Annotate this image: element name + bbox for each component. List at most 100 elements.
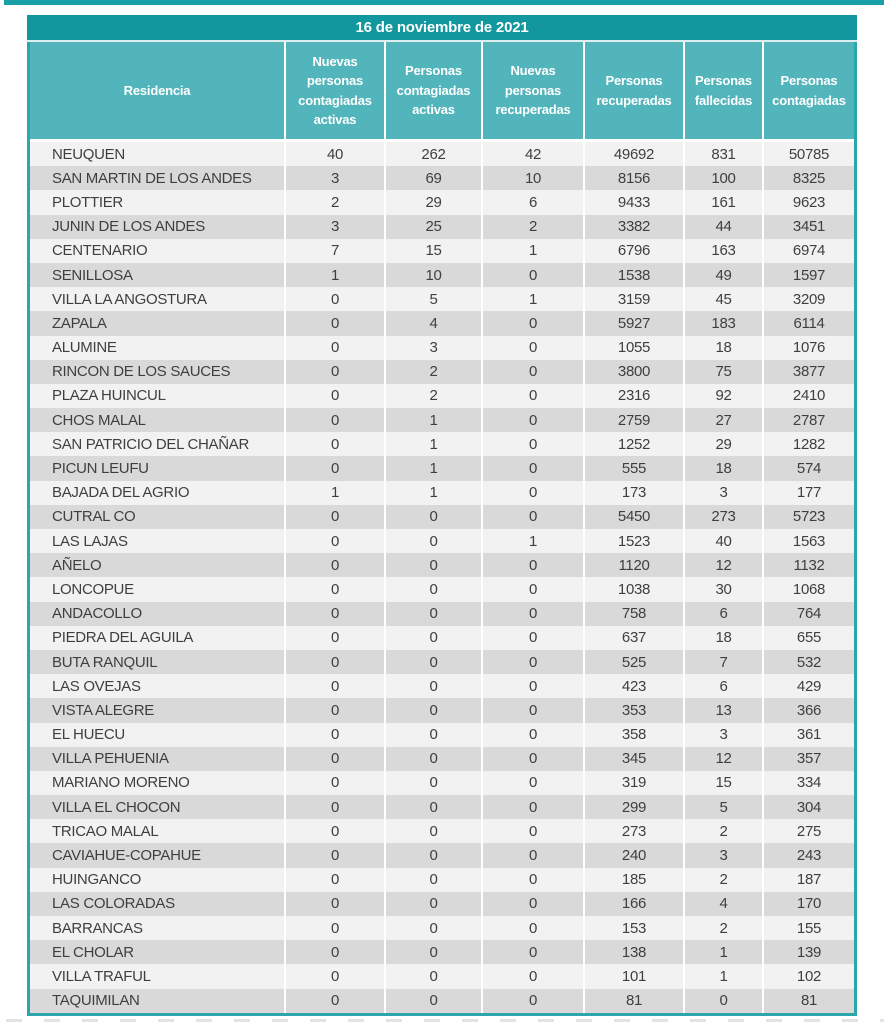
value-cell: 0 (386, 891, 481, 916)
value-cell: 0 (483, 795, 583, 820)
table-row: VISTA ALEGRE 0 0 0 353 13 366 (30, 698, 854, 723)
table-row: AÑELO 0 0 0 1120 12 1132 (30, 553, 854, 578)
value-cell: 3382 (585, 214, 683, 239)
value-cell: 92 (685, 383, 762, 409)
value-cell: 1 (685, 964, 762, 989)
value-cell: 0 (286, 770, 384, 796)
value-cell: 0 (386, 795, 481, 820)
value-cell: 0 (286, 456, 384, 481)
table-row: LAS COLORADAS 0 0 0 166 4 170 (30, 891, 854, 916)
value-cell: 0 (286, 746, 384, 771)
value-cell: 299 (585, 795, 683, 820)
value-cell: 0 (386, 504, 481, 529)
table-row: TRICAO MALAL 0 0 0 273 2 275 (30, 819, 854, 844)
covid-status-table: 16 de noviembre de 2021 Residencia Nueva… (27, 15, 857, 1016)
value-cell: 655 (764, 625, 854, 650)
table-row: SAN MARTIN DE LOS ANDES 3 69 10 8156 100 8325 (30, 166, 854, 191)
value-cell: 0 (286, 287, 384, 312)
value-cell: 29 (386, 190, 481, 215)
value-cell: 10 (386, 262, 481, 288)
value-cell: 0 (483, 383, 583, 409)
value-cell: 0 (286, 722, 384, 747)
value-cell: 0 (286, 359, 384, 384)
table-row: LAS LAJAS 0 0 1 1523 40 1563 (30, 529, 854, 554)
table-row: VILLA TRAFUL 0 0 0 101 1 102 (30, 964, 854, 989)
residencia-cell: CUTRAL CO (30, 504, 284, 529)
value-cell: 366 (764, 698, 854, 723)
table-row: VILLA EL CHOCON 0 0 0 299 5 304 (30, 795, 854, 820)
value-cell: 2 (483, 214, 583, 239)
value-cell: 27 (685, 408, 762, 433)
column-header-residencia: Residencia (30, 42, 284, 139)
value-cell: 0 (483, 964, 583, 989)
residencia-cell: LAS OVEJAS (30, 674, 284, 699)
value-cell: 5450 (585, 504, 683, 529)
value-cell: 3 (685, 480, 762, 505)
value-cell: 3159 (585, 287, 683, 312)
value-cell: 9433 (585, 190, 683, 215)
value-cell: 1563 (764, 529, 854, 554)
value-cell: 0 (286, 988, 384, 1013)
value-cell: 0 (483, 262, 583, 288)
value-cell: 18 (685, 335, 762, 360)
value-cell: 0 (286, 795, 384, 820)
residencia-cell: SAN PATRICIO DEL CHAÑAR (30, 432, 284, 457)
value-cell: 1597 (764, 262, 854, 288)
value-cell: 3 (286, 166, 384, 191)
table-row: PIEDRA DEL AGUILA 0 0 0 637 18 655 (30, 625, 854, 650)
value-cell: 0 (286, 432, 384, 457)
value-cell: 2759 (585, 408, 683, 433)
next-table-edge-dashes (6, 1019, 884, 1022)
value-cell: 40 (685, 529, 762, 554)
value-cell: 0 (286, 529, 384, 554)
value-cell: 0 (483, 504, 583, 529)
value-cell: 0 (386, 625, 481, 650)
value-cell: 0 (483, 577, 583, 602)
residencia-cell: JUNIN DE LOS ANDES (30, 214, 284, 239)
residencia-cell: ZAPALA (30, 311, 284, 336)
value-cell: 0 (483, 625, 583, 650)
value-cell: 0 (286, 891, 384, 916)
value-cell: 1 (386, 456, 481, 481)
value-cell: 1 (483, 238, 583, 263)
value-cell: 0 (483, 480, 583, 505)
value-cell: 0 (483, 359, 583, 384)
value-cell: 574 (764, 456, 854, 481)
table-row: CUTRAL CO 0 0 0 5450 273 5723 (30, 504, 854, 529)
residencia-cell: VILLA PEHUENIA (30, 746, 284, 771)
residencia-cell: SAN MARTIN DE LOS ANDES (30, 166, 284, 191)
value-cell: 6974 (764, 238, 854, 263)
value-cell: 155 (764, 916, 854, 941)
value-cell: 1252 (585, 432, 683, 457)
value-cell: 12 (685, 746, 762, 771)
value-cell: 0 (286, 311, 384, 336)
column-header-fallecidas: Personas fallecidas (685, 42, 762, 139)
residencia-cell: MARIANO MORENO (30, 770, 284, 796)
value-cell: 0 (483, 311, 583, 336)
value-cell: 0 (386, 819, 481, 844)
value-cell: 173 (585, 480, 683, 505)
value-cell: 0 (386, 601, 481, 626)
value-cell: 0 (483, 770, 583, 796)
value-cell: 1 (386, 432, 481, 457)
value-cell: 0 (286, 504, 384, 529)
value-cell: 49692 (585, 142, 683, 167)
value-cell: 0 (483, 746, 583, 771)
value-cell: 138 (585, 940, 683, 965)
value-cell: 50785 (764, 142, 854, 167)
value-cell: 3209 (764, 287, 854, 312)
value-cell: 637 (585, 625, 683, 650)
value-cell: 6796 (585, 238, 683, 263)
residencia-cell: VILLA TRAFUL (30, 964, 284, 989)
value-cell: 1055 (585, 335, 683, 360)
value-cell: 0 (286, 577, 384, 602)
value-cell: 334 (764, 770, 854, 796)
value-cell: 1068 (764, 577, 854, 602)
residencia-cell: HUINGANCO (30, 867, 284, 892)
table-header-row: Residencia Nuevas personas contagiadas a… (30, 42, 854, 139)
value-cell: 7 (685, 649, 762, 675)
value-cell: 185 (585, 867, 683, 892)
value-cell: 0 (286, 916, 384, 941)
value-cell: 81 (764, 988, 854, 1013)
